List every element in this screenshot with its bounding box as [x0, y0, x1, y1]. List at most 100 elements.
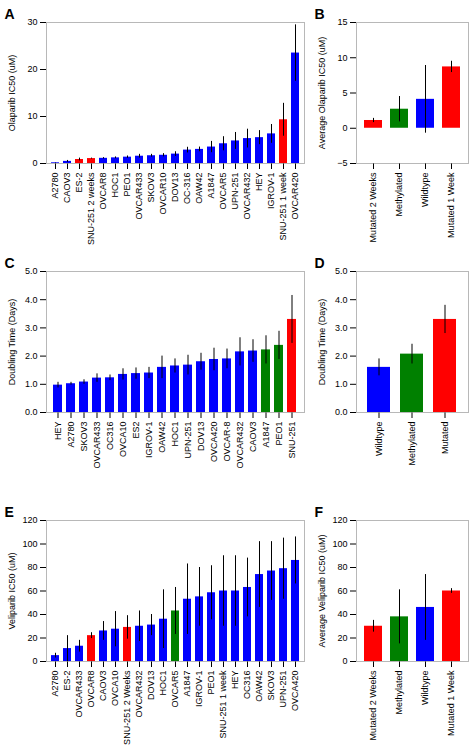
svg-text:OVCA10: OVCA10 [118, 422, 128, 458]
svg-text:120: 120 [22, 515, 37, 525]
svg-text:SNU-251 1 week: SNU-251 1 week [278, 172, 288, 241]
svg-text:OC316: OC316 [105, 422, 115, 451]
svg-text:20: 20 [27, 64, 37, 74]
svg-text:UPN-251: UPN-251 [278, 671, 288, 708]
svg-text:4.0: 4.0 [335, 295, 348, 305]
svg-text:PEO1: PEO1 [274, 422, 284, 446]
svg-text:Wildtype: Wildtype [420, 671, 430, 706]
svg-text:OAW42: OAW42 [157, 422, 167, 453]
svg-text:CAOV3: CAOV3 [248, 422, 258, 453]
svg-text:ES-2: ES-2 [62, 671, 72, 691]
svg-text:CAOV3: CAOV3 [62, 173, 72, 204]
svg-text:Mutated: Mutated [440, 422, 450, 455]
svg-text:SNU-251 2 weeks: SNU-251 2 weeks [86, 172, 96, 245]
svg-text:OAW42: OAW42 [254, 671, 264, 702]
svg-text:HEY: HEY [230, 671, 240, 690]
svg-text:OVCAR433: OVCAR433 [74, 671, 84, 718]
svg-text:Average Veliparib IC50 (uM): Average Veliparib IC50 (uM) [317, 535, 327, 648]
svg-text:SNU-251 1 week: SNU-251 1 week [218, 670, 228, 739]
svg-text:Veliparib IC50 (uM): Veliparib IC50 (uM) [7, 552, 17, 629]
svg-text:Doubling Time (Days): Doubling Time (Days) [317, 299, 327, 386]
svg-text:OVCAR420: OVCAR420 [290, 173, 300, 220]
svg-text:Mutated 1 Week: Mutated 1 Week [446, 670, 456, 736]
svg-text:DOV13: DOV13 [146, 671, 156, 701]
svg-text:ES-2: ES-2 [74, 173, 84, 193]
svg-text:60: 60 [337, 586, 347, 596]
svg-text:IGROV-1: IGROV-1 [144, 422, 154, 459]
svg-text:20: 20 [337, 633, 347, 643]
svg-text:Average Olaparib IC50 (uM): Average Olaparib IC50 (uM) [317, 37, 327, 149]
svg-text:1.0: 1.0 [335, 379, 348, 389]
svg-text:A1847: A1847 [206, 173, 216, 199]
svg-text:0: 0 [342, 123, 347, 133]
svg-text:100: 100 [332, 539, 347, 549]
svg-text:OAW42: OAW42 [194, 173, 204, 204]
svg-text:A2780: A2780 [50, 671, 60, 697]
svg-text:F: F [315, 504, 324, 520]
svg-text:PEO1: PEO1 [122, 173, 132, 197]
svg-text:40: 40 [337, 609, 347, 619]
svg-text:Methylated: Methylated [407, 422, 417, 466]
svg-text:OVCAR8: OVCAR8 [86, 671, 96, 708]
svg-text:A2780: A2780 [50, 173, 60, 199]
svg-text:OVCA420: OVCA420 [209, 422, 219, 463]
svg-text:Doubling Time (Days): Doubling Time (Days) [7, 299, 17, 386]
svg-text:Mutated 1 Week: Mutated 1 Week [446, 172, 456, 238]
svg-text:OVCAR432: OVCAR432 [134, 671, 144, 718]
svg-text:C: C [5, 255, 15, 271]
svg-text:5.0: 5.0 [25, 266, 38, 276]
svg-text:3.0: 3.0 [335, 323, 348, 333]
svg-text:Methylated: Methylated [394, 671, 404, 715]
svg-text:OVCAR5: OVCAR5 [170, 671, 180, 708]
svg-text:E: E [5, 504, 14, 520]
svg-text:OVCAR5: OVCAR5 [218, 173, 228, 210]
svg-text:5: 5 [342, 88, 347, 98]
svg-text:A: A [5, 6, 15, 22]
svg-text:2.0: 2.0 [25, 351, 38, 361]
svg-text:HOC1: HOC1 [158, 671, 168, 696]
svg-text:0.0: 0.0 [335, 407, 348, 417]
svg-text:HEY: HEY [254, 173, 264, 192]
svg-text:SKOV3: SKOV3 [79, 422, 89, 452]
svg-text:OVCAR-8: OVCAR-8 [222, 422, 232, 462]
svg-text:UPN-251: UPN-251 [183, 422, 193, 459]
svg-text:SNU-251: SNU-251 [287, 422, 297, 459]
svg-text:OVCA420: OVCA420 [290, 671, 300, 712]
svg-text:PEO1: PEO1 [206, 671, 216, 695]
svg-text:5.0: 5.0 [335, 266, 348, 276]
svg-text:A1847: A1847 [182, 671, 192, 697]
svg-text:Olaparib IC50 (uM): Olaparib IC50 (uM) [7, 55, 17, 132]
svg-text:IGROV-1: IGROV-1 [266, 173, 276, 210]
svg-text:40: 40 [27, 609, 37, 619]
svg-text:60: 60 [27, 586, 37, 596]
svg-text:A1847: A1847 [261, 422, 271, 448]
svg-text:D: D [315, 255, 325, 271]
svg-text:HOC1: HOC1 [110, 173, 120, 198]
svg-text:Wildtype: Wildtype [374, 422, 384, 457]
svg-text:0: 0 [32, 158, 37, 168]
svg-text:OC316: OC316 [242, 671, 252, 700]
svg-text:OVCA10: OVCA10 [110, 671, 120, 707]
svg-text:DOV13: DOV13 [170, 173, 180, 203]
svg-text:OVCAR433: OVCAR433 [92, 422, 102, 469]
svg-text:Wildtype: Wildtype [420, 173, 430, 208]
svg-text:A2780: A2780 [66, 422, 76, 448]
svg-text:HOC1: HOC1 [170, 422, 180, 447]
svg-text:Mutated 2 Weeks: Mutated 2 Weeks [368, 670, 378, 740]
svg-text:OVCAR432: OVCAR432 [235, 422, 245, 469]
svg-text:1.0: 1.0 [25, 379, 38, 389]
svg-text:30: 30 [27, 17, 37, 27]
svg-text:2.0: 2.0 [335, 351, 348, 361]
svg-text:ES2: ES2 [131, 422, 141, 439]
svg-text:Methylated: Methylated [394, 173, 404, 217]
svg-text:UPN-251: UPN-251 [230, 173, 240, 210]
svg-text:10: 10 [337, 53, 347, 63]
svg-text:−5: −5 [337, 158, 347, 168]
svg-text:HEY: HEY [53, 422, 63, 441]
svg-text:20: 20 [27, 633, 37, 643]
svg-text:SNU-251 2 Weeks: SNU-251 2 Weeks [122, 670, 132, 745]
svg-text:CAOV3: CAOV3 [98, 671, 108, 702]
svg-text:OVCAR8: OVCAR8 [98, 173, 108, 210]
svg-text:0: 0 [32, 656, 37, 666]
svg-text:DOV13: DOV13 [196, 422, 206, 452]
